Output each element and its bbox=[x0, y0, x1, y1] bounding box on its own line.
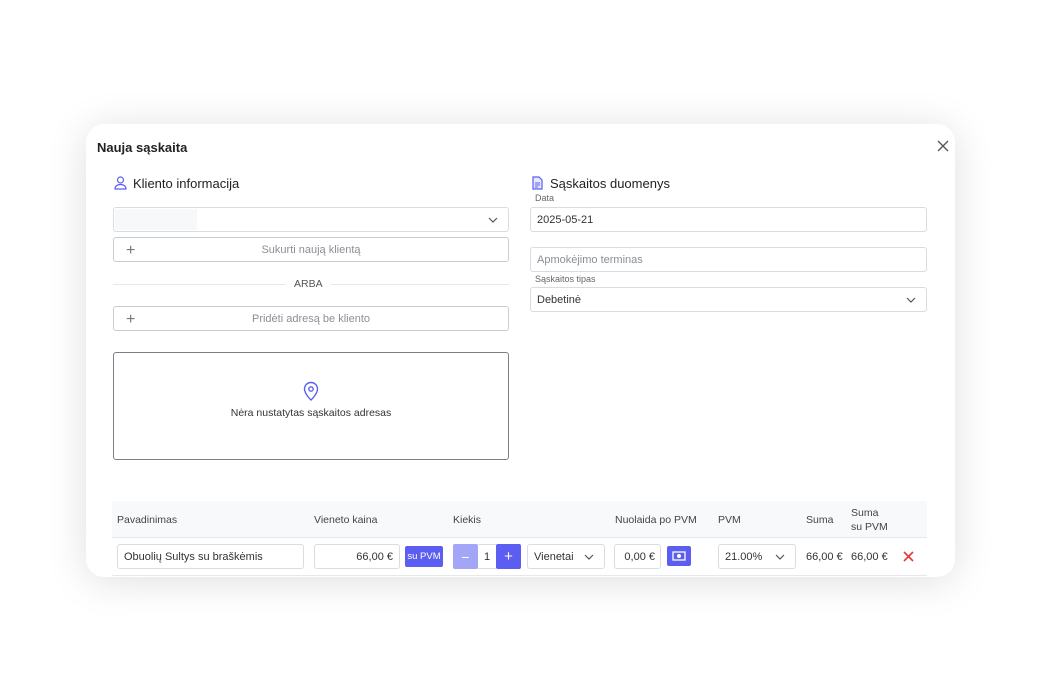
chevron-down-icon bbox=[488, 217, 498, 223]
table-row: Obuolių Sultys su braškėmis 66,00 € su P… bbox=[112, 539, 927, 576]
user-icon bbox=[114, 176, 127, 190]
no-address-text: Nėra nustatytas sąskaitos adresas bbox=[230, 407, 392, 419]
payment-term-input[interactable]: Apmokėjimo terminas bbox=[530, 247, 927, 272]
header-name: Pavadinimas bbox=[117, 514, 178, 526]
add-address-label: Pridėti adresą be kliento bbox=[251, 312, 370, 325]
money-icon bbox=[672, 551, 686, 561]
header-sum-vat-1: Suma bbox=[851, 507, 879, 519]
decrease-quantity-button[interactable]: − bbox=[453, 544, 478, 569]
date-input[interactable]: 2025-05-21 bbox=[530, 207, 927, 232]
chevron-down-icon bbox=[584, 554, 594, 560]
header-discount: Nuolaida po PVM bbox=[615, 514, 697, 526]
plus-icon: + bbox=[126, 242, 136, 259]
or-label: ARBA bbox=[286, 278, 331, 290]
unit-price-value: 66,00 € bbox=[356, 550, 393, 563]
map-pin-icon bbox=[303, 381, 319, 401]
chevron-down-icon bbox=[906, 297, 916, 303]
create-client-button[interactable]: + Sukurti naują klientą bbox=[113, 237, 509, 262]
header-sum-vat-2: su PVM bbox=[851, 521, 888, 533]
item-name-value: Obuolių Sultys su braškėmis bbox=[124, 550, 263, 563]
row-sum: 66,00 € bbox=[806, 550, 843, 563]
item-name-input[interactable]: Obuolių Sultys su braškėmis bbox=[117, 544, 304, 569]
header-sum: Suma bbox=[806, 514, 834, 526]
unit-price-input[interactable]: 66,00 € bbox=[314, 544, 400, 569]
new-invoice-modal: Nauja sąskaita Kliento informacija + Suk… bbox=[86, 124, 955, 577]
client-section-title: Kliento informacija bbox=[133, 176, 240, 191]
table-header: Pavadinimas Vieneto kaina Kiekis Nuolaid… bbox=[112, 501, 927, 538]
client-select[interactable] bbox=[113, 207, 509, 232]
vat-select[interactable]: 21.00% bbox=[718, 544, 796, 569]
quantity-input[interactable]: 1 bbox=[478, 544, 496, 569]
create-client-label: Sukurti naują klientą bbox=[261, 243, 361, 256]
increase-quantity-button[interactable]: + bbox=[496, 544, 521, 569]
invoice-type-value: Debetinė bbox=[537, 293, 582, 306]
document-icon bbox=[532, 176, 543, 190]
date-value: 2025-05-21 bbox=[537, 213, 594, 226]
address-box: Nėra nustatytas sąskaitos adresas bbox=[113, 352, 509, 460]
header-unit-price: Vieneto kaina bbox=[314, 514, 378, 526]
modal-title: Nauja sąskaita bbox=[97, 140, 188, 155]
header-vat: PVM bbox=[718, 514, 741, 526]
add-address-button[interactable]: + Pridėti adresą be kliento bbox=[113, 306, 509, 331]
unit-select[interactable]: Vienetai bbox=[527, 544, 605, 569]
unit-value: Vienetai bbox=[534, 550, 574, 563]
invoice-section-title: Sąskaitos duomenys bbox=[550, 176, 670, 191]
discount-input[interactable]: 0,00 € bbox=[614, 544, 661, 569]
invoice-type-label: Sąskaitos tipas bbox=[535, 274, 596, 284]
discount-value: 0,00 € bbox=[624, 550, 655, 563]
payment-term-placeholder: Apmokėjimo terminas bbox=[537, 253, 643, 266]
delete-row-icon[interactable] bbox=[903, 551, 914, 562]
vat-value: 21.00% bbox=[725, 550, 763, 563]
discount-type-button[interactable] bbox=[667, 546, 691, 566]
chevron-down-icon bbox=[775, 554, 785, 560]
date-label: Data bbox=[535, 193, 555, 203]
header-quantity: Kiekis bbox=[453, 514, 482, 526]
row-sum-vat: 66,00 € bbox=[851, 550, 888, 563]
close-icon[interactable] bbox=[936, 139, 950, 153]
price-mode-button[interactable]: su PVM bbox=[405, 546, 443, 567]
invoice-type-select[interactable]: Debetinė bbox=[530, 287, 927, 312]
plus-icon: + bbox=[126, 311, 136, 328]
